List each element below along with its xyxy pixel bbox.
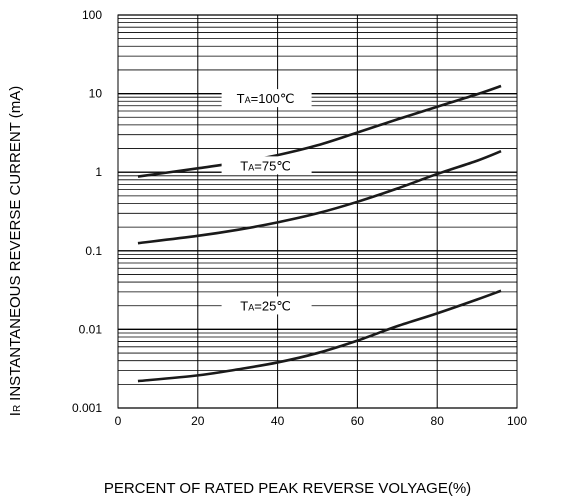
y-tick-label: 0.001	[72, 401, 102, 415]
x-tick-label: 40	[271, 414, 285, 428]
x-axis-label: PERCENT OF RATED PEAK REVERSE VOLYAGE(%)	[103, 480, 472, 497]
x-tick-labels: 0 20 40 60 80 100	[115, 414, 528, 428]
grid-lines	[117, 14, 518, 409]
series-line	[137, 149, 502, 245]
series-line	[137, 289, 502, 383]
series-label-bg	[221, 89, 312, 108]
series-label: TA=75℃	[240, 158, 291, 173]
x-tick-label: 60	[351, 414, 365, 428]
y-label-text: INSTANTANEOUS REVERSE CURRENT (mA)	[7, 86, 24, 401]
series-labels: TA=100℃ TA=75℃ TA=25℃	[221, 89, 312, 315]
y-tick-label: 0.1	[85, 244, 102, 258]
series-lines	[137, 84, 502, 383]
x-tick-label: 0	[115, 414, 122, 428]
y-tick-label: 1	[95, 165, 102, 179]
x-tick-label: 100	[507, 414, 527, 428]
y-label-subscript: R	[12, 405, 23, 412]
plot-frame	[117, 14, 518, 409]
series-label-bg	[221, 296, 312, 315]
series-line	[137, 84, 502, 178]
y-label-symbol: I	[7, 412, 24, 416]
y-axis-title: IR INSTANTANEOUS REVERSE CURRENT (mA)	[7, 86, 24, 416]
y-axis-label: IR INSTANTANEOUS REVERSE CURRENT (mA)	[7, 86, 24, 416]
y-tick-labels: 0.001 0.01 0.1 1 10 100	[72, 8, 102, 415]
x-tick-label: 20	[191, 414, 205, 428]
series-label-bg	[221, 156, 312, 175]
y-tick-label: 10	[89, 87, 103, 101]
y-tick-label: 100	[82, 8, 102, 22]
series-label: TA=100℃	[237, 91, 295, 106]
x-tick-label: 80	[431, 414, 445, 428]
y-tick-label: 0.01	[79, 322, 103, 336]
series-label: TA=25℃	[240, 298, 291, 313]
